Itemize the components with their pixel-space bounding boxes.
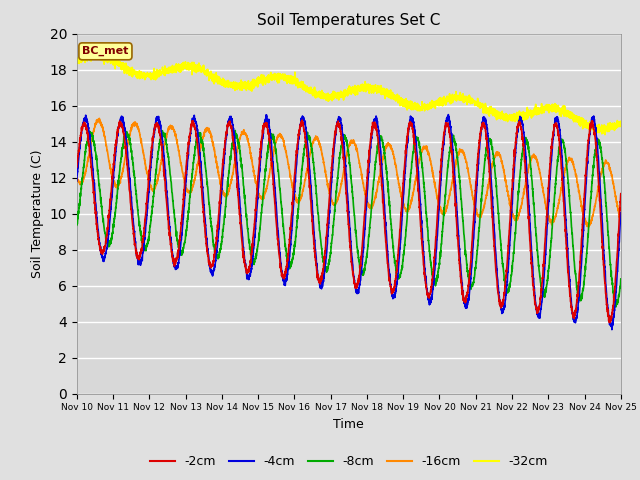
Legend: -2cm, -4cm, -8cm, -16cm, -32cm: -2cm, -4cm, -8cm, -16cm, -32cm xyxy=(145,450,553,473)
-32cm xyxy=(617,119,625,124)
Line: -2cm: -2cm xyxy=(77,120,621,323)
-8cm xyxy=(412,140,419,146)
-32cm xyxy=(73,58,81,63)
-16cm xyxy=(225,189,233,194)
-16cm xyxy=(95,116,103,121)
-8cm xyxy=(189,160,197,166)
-16cm xyxy=(617,218,625,224)
-2cm xyxy=(412,149,419,155)
-4cm xyxy=(617,211,625,217)
-4cm xyxy=(225,119,232,125)
-8cm xyxy=(402,227,410,233)
-16cm xyxy=(565,155,573,160)
-16cm xyxy=(73,174,81,180)
-2cm xyxy=(225,120,232,126)
-2cm xyxy=(565,283,573,288)
-32cm xyxy=(412,104,419,110)
-32cm xyxy=(225,82,233,88)
-8cm xyxy=(565,193,573,199)
-2cm xyxy=(617,192,625,198)
X-axis label: Time: Time xyxy=(333,418,364,431)
Title: Soil Temperatures Set C: Soil Temperatures Set C xyxy=(257,13,440,28)
-4cm xyxy=(608,327,616,333)
-2cm xyxy=(73,164,81,170)
-4cm xyxy=(412,133,419,139)
-16cm xyxy=(412,180,419,185)
-8cm xyxy=(232,128,239,133)
Y-axis label: Soil Temperature (C): Soil Temperature (C) xyxy=(31,149,44,278)
-8cm xyxy=(73,222,81,228)
-2cm xyxy=(402,147,410,153)
-4cm xyxy=(565,274,573,279)
-4cm xyxy=(402,159,410,165)
-32cm xyxy=(601,132,609,138)
-32cm xyxy=(565,113,573,119)
-2cm xyxy=(617,191,625,196)
-32cm xyxy=(189,67,197,72)
-4cm xyxy=(73,178,81,184)
-4cm xyxy=(445,112,452,118)
-8cm xyxy=(617,276,625,282)
-16cm xyxy=(189,182,197,188)
Text: BC_met: BC_met xyxy=(82,46,129,57)
Line: -32cm: -32cm xyxy=(77,51,621,135)
-32cm xyxy=(617,123,625,129)
Line: -4cm: -4cm xyxy=(77,115,621,330)
Line: -16cm: -16cm xyxy=(77,119,621,227)
-2cm xyxy=(606,320,614,326)
-16cm xyxy=(585,224,593,230)
-16cm xyxy=(402,208,410,214)
-4cm xyxy=(189,117,197,122)
-8cm xyxy=(225,171,232,177)
Line: -8cm: -8cm xyxy=(77,131,621,307)
-2cm xyxy=(298,117,306,123)
-8cm xyxy=(612,304,620,310)
-32cm xyxy=(88,48,95,54)
-2cm xyxy=(189,122,197,128)
-4cm xyxy=(617,209,625,215)
-16cm xyxy=(617,219,625,225)
-8cm xyxy=(617,279,625,285)
-32cm xyxy=(402,96,410,101)
